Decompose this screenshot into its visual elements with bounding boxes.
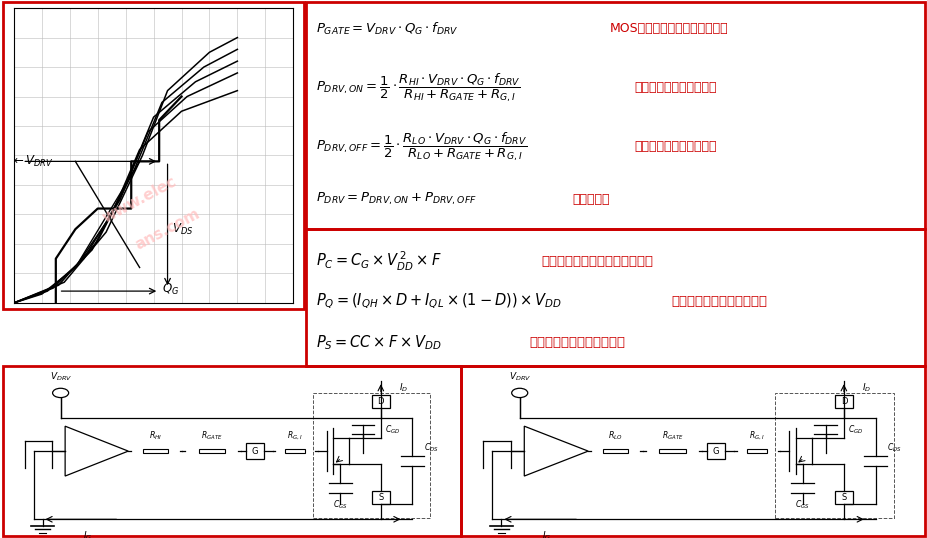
Text: 交越导通电流产生的功耗。: 交越导通电流产生的功耗。 (528, 336, 625, 349)
Bar (143, 449, 168, 453)
Text: $R_{LO}$: $R_{LO}$ (607, 430, 622, 442)
Bar (198, 449, 224, 453)
Text: www.elec: www.elec (100, 174, 179, 225)
Text: $I_G$: $I_G$ (83, 529, 92, 538)
Text: MOS管充电需要的功率（平均）: MOS管充电需要的功率（平均） (609, 23, 728, 36)
Bar (746, 449, 767, 453)
Bar (834, 491, 852, 504)
Text: $I_D$: $I_D$ (399, 381, 408, 394)
Text: 栊极电容充电和放电产生的功耗: 栊极电容充电和放电产生的功耗 (540, 255, 653, 268)
Text: S: S (841, 493, 845, 502)
Bar (306, 229, 924, 366)
Text: $C_{GD}$: $C_{GD}$ (385, 423, 400, 436)
Text: $V_{DRV}$: $V_{DRV}$ (49, 370, 71, 383)
Text: www.elec: www.elec (110, 149, 205, 206)
Text: $R_{G,I}$: $R_{G,I}$ (287, 430, 302, 442)
Bar (3, 366, 461, 536)
Text: D: D (840, 397, 846, 406)
Text: ans.com: ans.com (162, 189, 246, 241)
Text: $P_Q = (I_{QH} \times D + I_{QL} \times (1 - D)) \times V_{DD}$: $P_Q = (I_{QH} \times D + I_{QL} \times … (315, 292, 561, 311)
Text: G: G (251, 447, 258, 456)
Text: 关断时驱动器的平均功率: 关断时驱动器的平均功率 (634, 140, 716, 153)
Text: $P_S = CC \times F \times V_{DD}$: $P_S = CC \times F \times V_{DD}$ (315, 333, 441, 352)
Text: $I_D$: $I_D$ (861, 381, 870, 394)
Text: $Q_G$: $Q_G$ (162, 282, 179, 297)
Bar (461, 366, 924, 536)
Text: $P_{DRV} = P_{DRV,ON} + P_{DRV,OFF}$: $P_{DRV} = P_{DRV,ON} + P_{DRV,OFF}$ (315, 191, 476, 207)
Text: $P_C = C_G \times V_{DD}^{\,2} \times F$: $P_C = C_G \times V_{DD}^{\,2} \times F$ (315, 250, 440, 273)
Text: $P_{DRV,ON} = \dfrac{1}{2} \cdot \dfrac{R_{HI} \cdot V_{DRV} \cdot Q_G \cdot f_{: $P_{DRV,ON} = \dfrac{1}{2} \cdot \dfrac{… (315, 72, 520, 104)
Text: $I_G$: $I_G$ (542, 529, 552, 538)
Text: 开关的功率: 开关的功率 (572, 193, 609, 206)
Text: $V_{DS}$: $V_{DS}$ (171, 222, 193, 237)
Text: $R_{HI}$: $R_{HI}$ (148, 430, 162, 442)
Text: 开启时驱动器的平均功率: 开启时驱动器的平均功率 (634, 81, 716, 94)
Bar (603, 449, 628, 453)
Text: $V_{DRV}$: $V_{DRV}$ (508, 370, 530, 383)
Text: $C_{DS}$: $C_{DS}$ (886, 442, 901, 454)
Text: $C_{DS}$: $C_{DS}$ (424, 442, 438, 454)
Bar (285, 449, 305, 453)
Text: 吸收静态电流而产生的功耗: 吸收静态电流而产生的功耗 (671, 295, 767, 308)
Text: $R_{GATE}$: $R_{GATE}$ (661, 430, 683, 442)
Bar (3, 2, 304, 309)
Bar (312, 393, 430, 518)
Text: $R_{GATE}$: $R_{GATE}$ (200, 430, 222, 442)
Text: D: D (377, 397, 384, 406)
Bar (306, 2, 924, 229)
Text: $C_{GD}$: $C_{GD}$ (847, 423, 863, 436)
Bar (775, 393, 893, 518)
Bar (372, 394, 389, 408)
Bar (658, 449, 685, 453)
Bar (246, 443, 263, 459)
Text: $C_{GS}$: $C_{GS}$ (333, 498, 348, 511)
Text: $C_{GS}$: $C_{GS}$ (794, 498, 809, 511)
Text: G: G (712, 447, 718, 456)
Text: $P_{GATE} = V_{DRV} \cdot Q_G \cdot f_{DRV}$: $P_{GATE} = V_{DRV} \cdot Q_G \cdot f_{D… (315, 21, 458, 37)
Text: $P_{DRV,OFF} = \dfrac{1}{2} \cdot \dfrac{R_{LO} \cdot V_{DRV} \cdot Q_G \cdot f_: $P_{DRV,OFF} = \dfrac{1}{2} \cdot \dfrac… (315, 131, 527, 163)
Bar (372, 491, 389, 504)
Text: ans.com: ans.com (133, 206, 202, 252)
Text: $R_{G,I}$: $R_{G,I}$ (748, 430, 764, 442)
Text: S: S (378, 493, 383, 502)
Bar (706, 443, 724, 459)
Bar (834, 394, 852, 408)
Text: $\leftarrow V_{DRV}$: $\leftarrow V_{DRV}$ (11, 154, 54, 169)
